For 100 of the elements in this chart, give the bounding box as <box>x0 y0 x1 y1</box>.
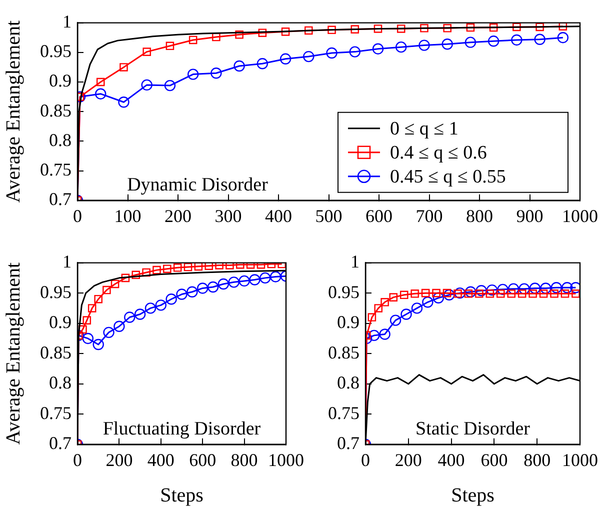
point <box>118 96 130 108</box>
point <box>207 281 219 293</box>
point <box>210 68 222 79</box>
point <box>443 24 452 32</box>
y-axis-title: Average Entanglement <box>2 20 24 203</box>
point <box>540 282 552 294</box>
point <box>400 308 412 320</box>
y-tick-label: 0.7 <box>49 433 72 454</box>
y-tick-label: 0.95 <box>40 282 72 302</box>
x-tick-label: 1000 <box>562 450 598 470</box>
point <box>444 289 455 300</box>
y-tick-label: 0.8 <box>337 372 360 393</box>
point <box>114 320 125 332</box>
point <box>256 58 268 70</box>
point <box>558 22 568 30</box>
y-tick-label: 0.95 <box>40 41 72 62</box>
point <box>396 24 406 33</box>
point <box>187 68 199 80</box>
point <box>326 47 338 59</box>
point <box>92 338 104 350</box>
point <box>121 274 130 282</box>
point <box>464 290 473 298</box>
y-tick-label: 0.7 <box>337 433 360 454</box>
point <box>442 288 452 298</box>
point <box>536 22 544 32</box>
x-tick-label: 200 <box>106 450 133 470</box>
point <box>390 314 402 326</box>
point <box>260 272 271 284</box>
point <box>82 316 92 324</box>
point <box>420 24 428 32</box>
y-tick-label: 0.75 <box>40 160 72 180</box>
point <box>235 30 244 39</box>
x-tick-label: 1000 <box>562 206 598 226</box>
x-tick-label: 800 <box>466 206 493 226</box>
point <box>508 283 520 294</box>
point <box>238 275 250 287</box>
y-tick-label: 0.9 <box>49 70 72 91</box>
point <box>488 36 500 47</box>
point <box>396 41 407 53</box>
point <box>411 302 423 314</box>
x-tick-label: 100 <box>114 206 142 226</box>
point <box>518 283 530 294</box>
point <box>102 286 111 294</box>
point <box>166 42 174 50</box>
point <box>400 290 408 300</box>
x-tick-label: 400 <box>265 206 292 226</box>
point <box>166 294 177 305</box>
point <box>236 262 244 269</box>
point <box>78 325 87 334</box>
point <box>134 308 146 320</box>
x-axis-title: Steps <box>451 484 495 506</box>
y-tick-label: 1 <box>62 12 72 32</box>
point <box>328 26 336 34</box>
annotation: Dynamic Disorder <box>127 174 269 196</box>
y-tick-label: 0.7 <box>49 189 72 210</box>
point <box>432 288 440 298</box>
point <box>560 290 570 298</box>
point <box>304 26 313 35</box>
point <box>550 290 558 298</box>
y-tick-label: 0.85 <box>40 100 72 120</box>
point <box>228 276 240 288</box>
legend-label: 0 ≤ q ≤ 1 <box>390 118 458 140</box>
y-tick-label: 1 <box>62 252 72 272</box>
point <box>303 50 314 62</box>
point <box>454 290 462 298</box>
y-tick-label: 0.8 <box>49 372 72 393</box>
point <box>163 264 172 273</box>
y-tick-label: 0.95 <box>328 282 360 302</box>
point <box>368 330 380 342</box>
y-tick-label: 0.85 <box>40 342 72 362</box>
point <box>132 270 140 280</box>
point <box>212 32 220 42</box>
legend-label: 0.4 ≤ q ≤ 0.6 <box>390 142 487 164</box>
y-tick-label: 0.8 <box>49 130 72 150</box>
point <box>256 262 266 269</box>
point <box>528 290 537 298</box>
point <box>442 38 453 50</box>
point <box>550 282 562 294</box>
x-tick-label: 200 <box>164 206 192 226</box>
point <box>88 304 96 312</box>
legend-label: 0.45 ≤ q ≤ 0.55 <box>390 166 506 188</box>
point <box>184 262 192 272</box>
point <box>562 282 573 294</box>
point <box>454 287 466 299</box>
point <box>103 326 114 338</box>
point <box>486 290 494 298</box>
x-tick-label: 500 <box>315 206 342 226</box>
x-tick-label: 1000 <box>268 450 304 470</box>
point <box>226 262 234 270</box>
y-tick-label: 1 <box>350 252 360 272</box>
x-tick-label: 400 <box>147 450 174 470</box>
point <box>379 328 390 340</box>
point <box>529 282 541 294</box>
point <box>475 290 484 298</box>
x-tick-label: 600 <box>480 450 508 470</box>
x-tick-label: 0 <box>73 450 82 470</box>
point <box>142 48 151 56</box>
point <box>141 79 152 91</box>
point <box>144 302 156 314</box>
x-tick-label: 700 <box>416 206 443 226</box>
